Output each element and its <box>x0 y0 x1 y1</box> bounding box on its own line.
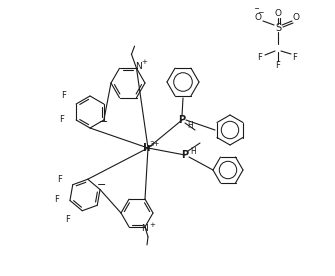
Text: H: H <box>187 121 193 129</box>
Text: F: F <box>60 115 64 124</box>
Text: O: O <box>274 9 281 18</box>
Text: P: P <box>179 115 186 125</box>
Text: N: N <box>135 62 142 71</box>
Text: F: F <box>55 195 59 205</box>
Text: F: F <box>276 60 280 70</box>
Text: O: O <box>255 14 262 23</box>
Text: +: + <box>142 59 147 65</box>
Text: Ir: Ir <box>143 143 152 153</box>
Text: F: F <box>58 176 62 184</box>
Text: H: H <box>190 147 196 156</box>
Text: F: F <box>258 54 262 62</box>
Text: −: − <box>99 117 109 127</box>
Text: +: + <box>149 222 155 228</box>
Text: S: S <box>275 23 281 33</box>
Text: F: F <box>292 52 297 62</box>
Text: O: O <box>292 14 299 23</box>
Text: −: − <box>97 180 107 190</box>
Text: F: F <box>62 91 66 100</box>
Text: P: P <box>182 150 189 160</box>
Text: ̅−: ̅− <box>259 9 265 17</box>
Text: F: F <box>66 216 70 224</box>
Text: 3+: 3+ <box>150 141 160 147</box>
Text: N: N <box>142 224 148 233</box>
